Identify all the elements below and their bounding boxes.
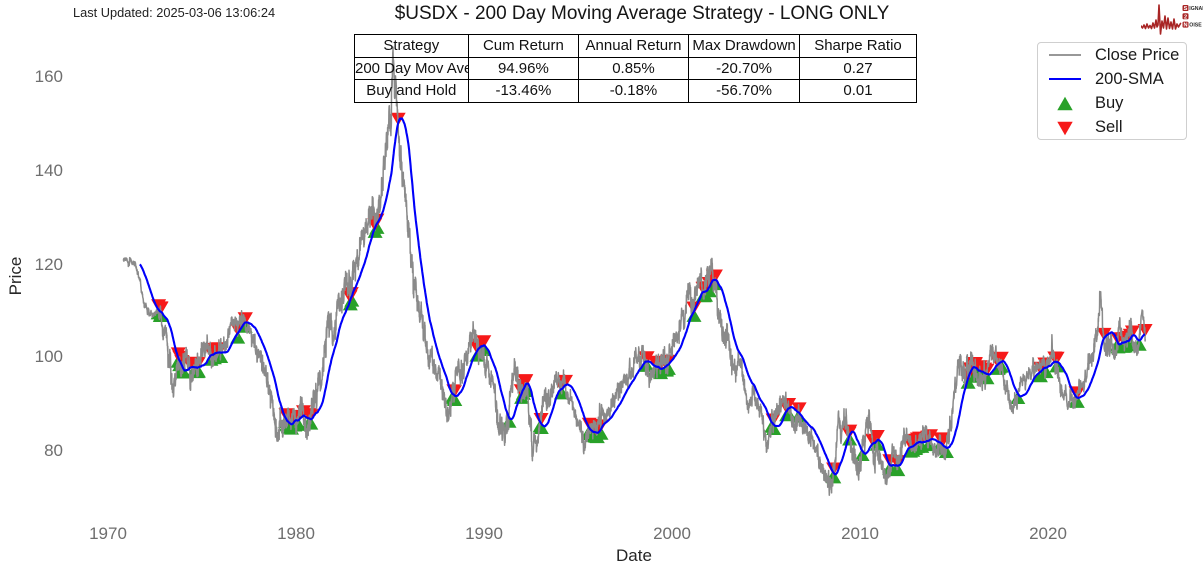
svg-text:2: 2	[1184, 14, 1187, 20]
svg-text:N: N	[1183, 23, 1187, 29]
svg-text:OISE: OISE	[1189, 23, 1202, 29]
svg-text:IGNAL: IGNAL	[1189, 6, 1203, 12]
svg-text:S: S	[1184, 6, 1188, 12]
